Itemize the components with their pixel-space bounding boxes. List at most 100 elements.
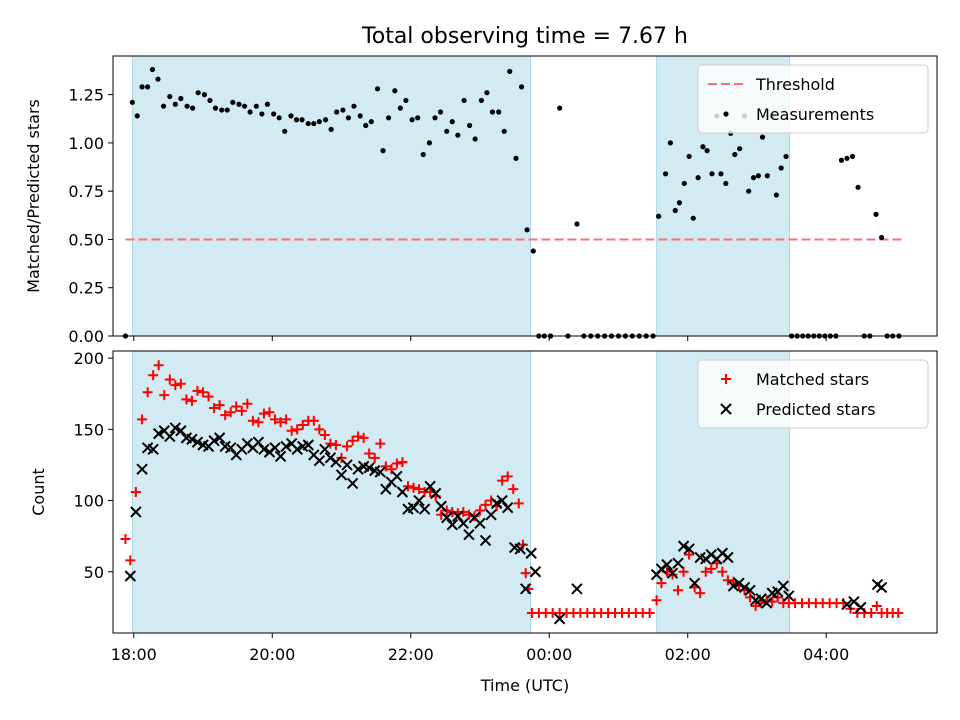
measurement-point [160,103,167,109]
predicted-star-point [374,466,386,478]
y-tick-label: 1.00 [68,134,104,153]
measurement-point [420,151,426,158]
matched-star-point [414,484,425,495]
matched-star-point [214,400,225,411]
matched-star-point [678,566,689,577]
measurement-point [219,107,225,113]
predicted-star-point [413,494,425,507]
measurement-point [461,97,467,104]
matched-star-point [651,595,662,606]
predicted-star-point [280,440,292,453]
matched-star-point [236,405,247,416]
measurement-point [873,211,879,217]
predicted-star-point [496,494,508,507]
measurement-point [507,68,513,75]
measurement-point [207,97,213,104]
measurement-point [129,99,135,105]
shaded-interval [132,351,531,633]
measurement-point [392,88,398,94]
measurement-point [437,109,444,115]
measurement-point [718,171,724,177]
predicted-star-point [208,435,220,447]
matched-star-point [364,448,375,459]
matched-star-point [684,549,695,560]
predicted-star-point [777,580,789,592]
measurement-point [397,105,403,111]
predicted-star-point [213,432,226,444]
matched-star-point [358,432,369,443]
matched-star-point [347,435,358,446]
measurement-point [190,105,196,111]
measurement-point [667,140,674,146]
matched-star-point [750,600,761,611]
predicted-star-point [529,566,542,578]
matched-star-point [722,575,733,586]
predicted-star-point [744,584,756,596]
legend-label: Predicted stars [756,400,876,419]
matched-star-point [225,407,236,418]
measurement-point [293,117,300,123]
measurement-point [764,173,770,179]
matched-star-point [871,600,882,611]
matched-star-point [656,578,667,589]
x-tick-label: 04:00 [803,645,849,664]
y-tick-label: 0.25 [68,279,104,298]
predicted-star-point [147,443,159,455]
measurement-point [449,119,455,125]
matched-star-point [695,588,706,599]
measurement-point [311,120,317,127]
predicted-star-point [875,581,888,594]
matched-star-point [120,534,131,544]
predicted-star-point [446,519,459,531]
matched-star-point [275,417,286,428]
measurement-point [686,153,692,160]
predicted-star-point [130,506,142,518]
measurement-point [139,84,145,90]
predicted-star-point [346,477,359,490]
legend-label: Threshold [755,75,835,94]
measurement-point [849,153,856,160]
predicted-star-point [302,439,314,451]
measurement-point [368,119,374,125]
measurement-point [409,117,415,123]
predicted-star-point [722,551,734,564]
predicted-star-point [152,427,165,440]
matched-star-point [297,420,308,431]
matched-star-point [270,414,281,425]
measurement-point [328,126,334,132]
measurement-point [195,90,201,96]
predicted-star-point [396,486,409,498]
predicted-star-point [258,443,270,455]
measurement-point [879,234,885,241]
measurement-point [455,132,461,138]
x-tick-label: 00:00 [526,645,572,664]
measurement-point [241,103,248,109]
matched-star-point [231,401,242,412]
matched-star-point [520,568,531,579]
measurement-point [759,134,766,140]
predicted-star-point [525,547,537,559]
measurement-point [224,107,230,113]
x-tick-label: 22:00 [388,645,434,664]
y-tick-label: 0.00 [68,327,104,346]
matched-star-point [308,415,319,426]
y-tick-label: 150 [73,420,104,439]
legend-label: Matched stars [756,370,869,389]
ratio-panel: 0.00 0.25 0.50 0.75 1.00 1.25 Matched/Predicte… [24,55,938,346]
predicted-star-point [418,503,431,515]
measurement-point [690,215,696,221]
matched-star-point [314,424,325,435]
matched-star-point [292,424,303,435]
measurement-point [518,84,525,90]
matched-star-point [353,431,364,442]
predicted-star-point [424,480,436,493]
measurement-point [282,128,288,134]
measurement-point [773,192,779,198]
matched-star-point [264,407,275,418]
measurement-point [264,101,271,107]
matched-star-point [480,499,491,510]
measurement-point [172,101,178,107]
measurement-point [247,109,253,115]
measurement-point [746,188,752,194]
matched-star-point [513,498,524,509]
